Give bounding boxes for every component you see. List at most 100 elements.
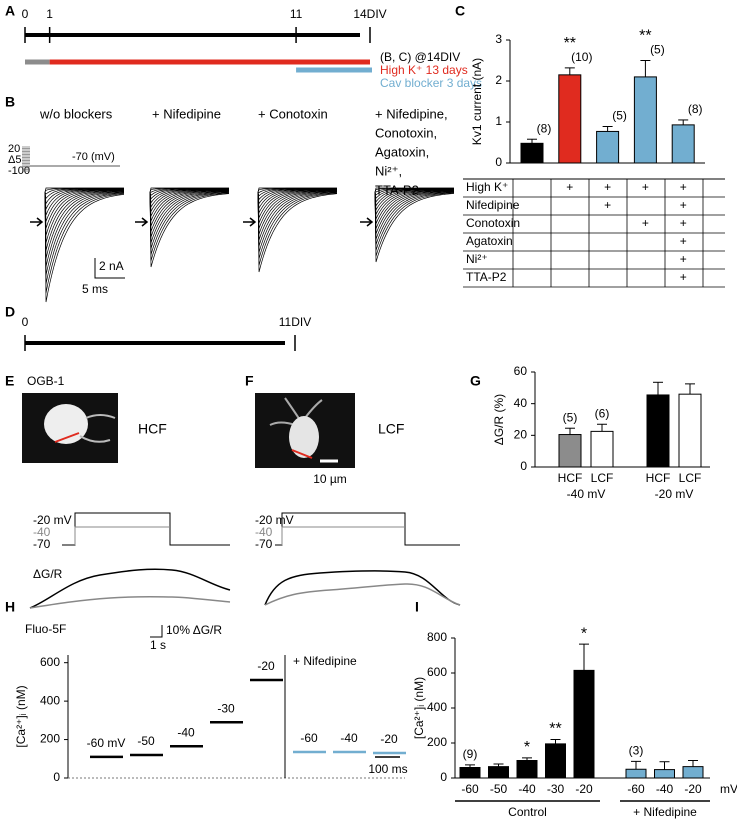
table-cell: +	[680, 180, 687, 194]
x-tick-label: HCF	[646, 471, 671, 485]
condition-label: Agatoxin,	[375, 144, 429, 159]
dye-label: Fluo-5F	[25, 622, 66, 636]
annotation: **	[549, 721, 561, 738]
bar	[459, 767, 481, 779]
current-trace	[374, 190, 454, 229]
current-trace	[374, 191, 455, 245]
bar	[646, 394, 670, 468]
timeline-tick-label: 0	[22, 7, 29, 21]
condition-label: + Conotoxin	[258, 106, 328, 121]
annotation: *	[581, 625, 587, 642]
n-label: (8)	[688, 102, 703, 116]
annotation: *	[524, 739, 530, 756]
current-trace	[374, 190, 455, 234]
protocol-label: -40	[255, 525, 273, 539]
cell-body	[289, 416, 319, 458]
group-label: -20 mV	[655, 487, 694, 501]
condition-label: w/o blockers	[39, 106, 113, 121]
y-tick-label: 0	[53, 770, 60, 784]
table-row-label: Ni²⁺	[466, 252, 488, 266]
table-row-label: TTA-P2	[466, 270, 507, 284]
condition-label: LCF	[378, 421, 404, 437]
n-label: (5)	[612, 109, 627, 123]
current-trace	[257, 189, 337, 218]
protocol-label: -20 mV	[255, 513, 294, 527]
y-tick-label: 2	[495, 73, 502, 87]
y-axis-label: [Ca²⁺]ᵢ (nM)	[412, 677, 426, 739]
trace-label: -30	[217, 701, 235, 715]
current-trace	[44, 191, 125, 276]
x-tick-label: -20	[575, 782, 593, 796]
current-trace	[44, 189, 125, 236]
current-trace	[257, 190, 338, 235]
panel-label: I	[415, 599, 419, 615]
bar	[654, 769, 675, 779]
table-cell: +	[680, 234, 687, 248]
current-trace	[44, 189, 125, 229]
panel-label: H	[5, 599, 15, 615]
bar	[625, 768, 647, 779]
condition-label: HCF	[138, 421, 167, 437]
panel-label: F	[245, 373, 254, 389]
condition-label: + Nifedipine	[152, 106, 221, 121]
current-trace	[149, 191, 230, 255]
fluorescence-trace	[29, 568, 231, 609]
current-trace	[149, 190, 229, 227]
bar	[633, 76, 657, 164]
table-cell: +	[604, 180, 611, 194]
bar	[516, 760, 538, 779]
scale-label: 10 µm	[313, 472, 347, 486]
trace-label: -40	[340, 731, 358, 745]
bar	[590, 430, 614, 468]
arrow-marker	[30, 217, 44, 227]
scale-label: 5 ms	[82, 282, 108, 296]
fluorescence-trace	[29, 596, 231, 609]
timeline-tick-label: 0	[22, 315, 29, 329]
legend-entry: High K⁺ 13 days	[380, 63, 468, 77]
trace-label: -60 mV	[87, 736, 126, 750]
fluorescence-trace	[264, 570, 461, 606]
group-label: Control	[508, 805, 547, 819]
roi-line	[54, 432, 80, 443]
current-trace	[257, 190, 337, 229]
holding-label: -70 (mV)	[72, 151, 115, 163]
scale-label: 1 s	[150, 638, 166, 652]
y-tick-label: 1	[495, 114, 502, 128]
bar	[678, 393, 702, 468]
voltage-protocol	[62, 512, 230, 546]
panel-label: G	[470, 373, 481, 389]
trace-label: -40	[177, 725, 195, 739]
x-tick-label: LCF	[679, 471, 702, 485]
condition-label: Ni²⁺,	[375, 163, 402, 178]
current-trace	[257, 191, 338, 266]
significance-mark: **	[564, 35, 576, 52]
table-row-label: High K⁺	[466, 180, 508, 194]
timeline-tick-label: 1	[46, 7, 53, 21]
table-cell: +	[566, 180, 573, 194]
current-trace	[257, 190, 337, 241]
y-tick-label: 800	[427, 630, 447, 644]
arrow-marker	[360, 217, 374, 227]
current-trace	[149, 191, 230, 249]
protocol-label: -70	[255, 537, 273, 551]
current-trace	[257, 191, 338, 259]
scale-label: 100 ms	[368, 762, 407, 776]
scale-label: 10% ΔG/R	[166, 623, 222, 637]
y-axis-label: [Ca²⁺]ᵢ (nM)	[14, 685, 28, 747]
legend-entry: Cav blocker 3 days	[380, 76, 482, 90]
timeline-tick-label: 14DIV	[353, 7, 386, 21]
current-trace	[257, 191, 337, 247]
table-cell: +	[680, 216, 687, 230]
y-tick-label: 600	[427, 665, 447, 679]
table-row-label: Nifedipine	[466, 198, 520, 212]
scale-bar	[150, 625, 163, 638]
n-label: (10)	[571, 50, 592, 64]
y-axis-label: Kv1 current (nA)	[470, 58, 484, 145]
x-tick-label: -30	[547, 782, 565, 796]
table-cell: +	[680, 252, 687, 266]
y-tick-label: 400	[40, 693, 60, 707]
trace-label: -60	[300, 731, 318, 745]
y-tick-label: 0	[495, 155, 502, 169]
signal-label: ΔG/R	[33, 567, 63, 581]
x-tick-label: -20	[684, 782, 702, 796]
